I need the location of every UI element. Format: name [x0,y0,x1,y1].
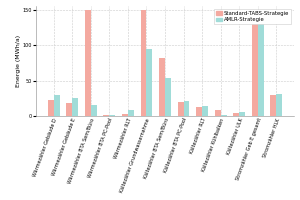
Bar [233,113,239,116]
Bar [215,110,221,116]
Bar [48,100,54,116]
Bar [54,95,60,116]
Bar [109,115,115,116]
Bar [221,115,226,116]
Bar [128,110,134,116]
Bar [184,101,190,116]
Y-axis label: Energie (MWh/a): Energie (MWh/a) [16,35,21,87]
Bar [122,114,128,116]
Bar [270,95,276,116]
Bar [258,15,264,116]
Bar [146,49,152,116]
Bar [72,98,78,116]
Bar [159,58,165,116]
Bar [140,10,146,116]
Bar [85,10,91,116]
Bar [252,11,258,116]
Bar [165,78,171,116]
Bar [276,94,282,116]
Legend: Standard-TABS-Strategie, AMLR-Strategie: Standard-TABS-Strategie, AMLR-Strategie [214,9,291,24]
Bar [103,115,109,116]
Bar [202,106,208,116]
Bar [66,103,72,116]
Bar [196,107,202,116]
Bar [239,112,245,116]
Bar [91,105,97,116]
Bar [178,102,184,116]
